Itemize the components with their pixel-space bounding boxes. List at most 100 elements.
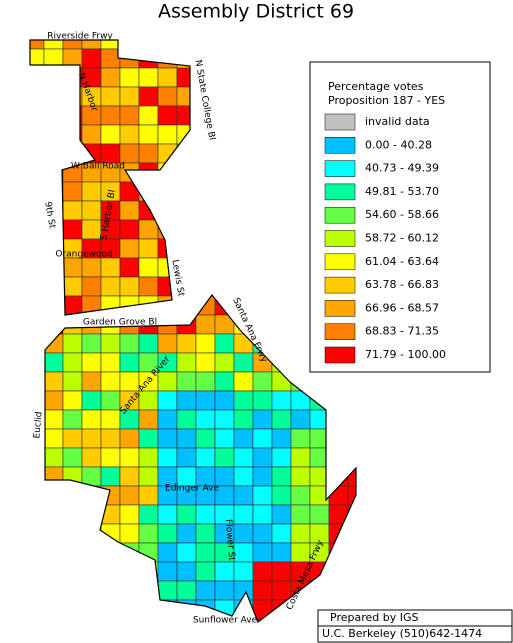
map-region	[309, 504, 330, 525]
map-region	[62, 542, 83, 563]
map-region	[214, 67, 235, 88]
street-label: Sunflower Ave	[193, 616, 258, 626]
map-region	[347, 542, 356, 563]
map-region	[119, 67, 140, 88]
map-region	[100, 48, 121, 69]
map-region	[62, 409, 83, 430]
map-region	[328, 580, 349, 601]
map-region	[43, 428, 64, 449]
map-region	[157, 542, 178, 563]
map-region	[30, 447, 45, 468]
map-region	[43, 276, 64, 297]
map-region	[347, 428, 356, 449]
map-region	[81, 523, 102, 544]
legend-label: 49.81 - 53.70	[365, 185, 439, 198]
map-region	[252, 48, 273, 69]
map-region	[290, 162, 311, 183]
map-region	[43, 409, 64, 430]
map-region	[119, 124, 140, 145]
map-region	[214, 181, 235, 202]
map-region	[271, 143, 292, 164]
map-region	[233, 561, 254, 582]
map-region	[195, 409, 216, 430]
map-region	[252, 580, 273, 601]
map-region	[43, 124, 64, 145]
map-region	[290, 238, 311, 259]
map-region	[119, 333, 140, 354]
map-region	[176, 428, 197, 449]
map-region	[100, 599, 121, 620]
map-region	[30, 352, 45, 373]
map-region	[176, 542, 197, 563]
street-label: Edinger Ave	[165, 484, 219, 494]
map-region	[290, 523, 311, 544]
map-region	[43, 542, 64, 563]
map-region	[328, 542, 349, 563]
map-region	[138, 580, 159, 601]
map-region	[252, 162, 273, 183]
map-region	[43, 181, 64, 202]
legend-label: 0.00 - 40.28	[365, 138, 432, 151]
map-region	[328, 428, 349, 449]
map-region	[290, 409, 311, 430]
map-region	[30, 618, 45, 622]
map-region	[271, 333, 292, 354]
map-region	[290, 200, 311, 221]
map-region	[271, 314, 292, 335]
map-region	[290, 504, 311, 525]
map-region	[176, 580, 197, 601]
map-region	[119, 86, 140, 107]
map-region	[157, 86, 178, 107]
map-region	[271, 124, 292, 145]
map-region	[347, 523, 356, 544]
map-region	[119, 40, 140, 50]
map-region	[290, 314, 311, 335]
map-region	[233, 447, 254, 468]
map-region	[214, 40, 235, 50]
map-region	[271, 162, 292, 183]
map-region	[195, 504, 216, 525]
map-region	[252, 105, 273, 126]
map-region	[43, 561, 64, 582]
map-region	[233, 466, 254, 487]
map-region	[81, 485, 102, 506]
map-region	[62, 523, 83, 544]
map-region	[347, 40, 356, 50]
map-region	[43, 504, 64, 525]
map-region	[138, 466, 159, 487]
map-region	[176, 409, 197, 430]
map-region	[233, 371, 254, 392]
map-title: Assembly District 69	[158, 1, 354, 23]
map-region	[100, 295, 121, 316]
map-region	[195, 314, 216, 335]
map-region	[138, 105, 159, 126]
legend-label: invalid data	[365, 115, 430, 128]
map-region	[157, 580, 178, 601]
map-region	[157, 561, 178, 582]
map-region	[81, 447, 102, 468]
map-region	[290, 48, 311, 69]
map-region	[176, 200, 197, 221]
map-region	[271, 504, 292, 525]
map-region	[138, 428, 159, 449]
map-region	[62, 333, 83, 354]
map-region	[214, 580, 235, 601]
map-region	[347, 580, 356, 601]
legend-label: 61.04 - 63.64	[365, 255, 439, 268]
map-region	[62, 428, 83, 449]
map-region	[30, 390, 45, 411]
map-region	[157, 618, 178, 622]
map-region	[62, 504, 83, 525]
map-region	[81, 599, 102, 620]
map-region	[119, 181, 140, 202]
map-region	[100, 409, 121, 430]
map-region	[119, 257, 140, 278]
map-region	[271, 105, 292, 126]
map-region	[271, 40, 292, 50]
map-region	[328, 390, 349, 411]
legend-label: 66.96 - 68.57	[365, 301, 439, 314]
map-region	[100, 390, 121, 411]
map-region	[81, 409, 102, 430]
map-region	[271, 466, 292, 487]
map-region	[233, 143, 254, 164]
